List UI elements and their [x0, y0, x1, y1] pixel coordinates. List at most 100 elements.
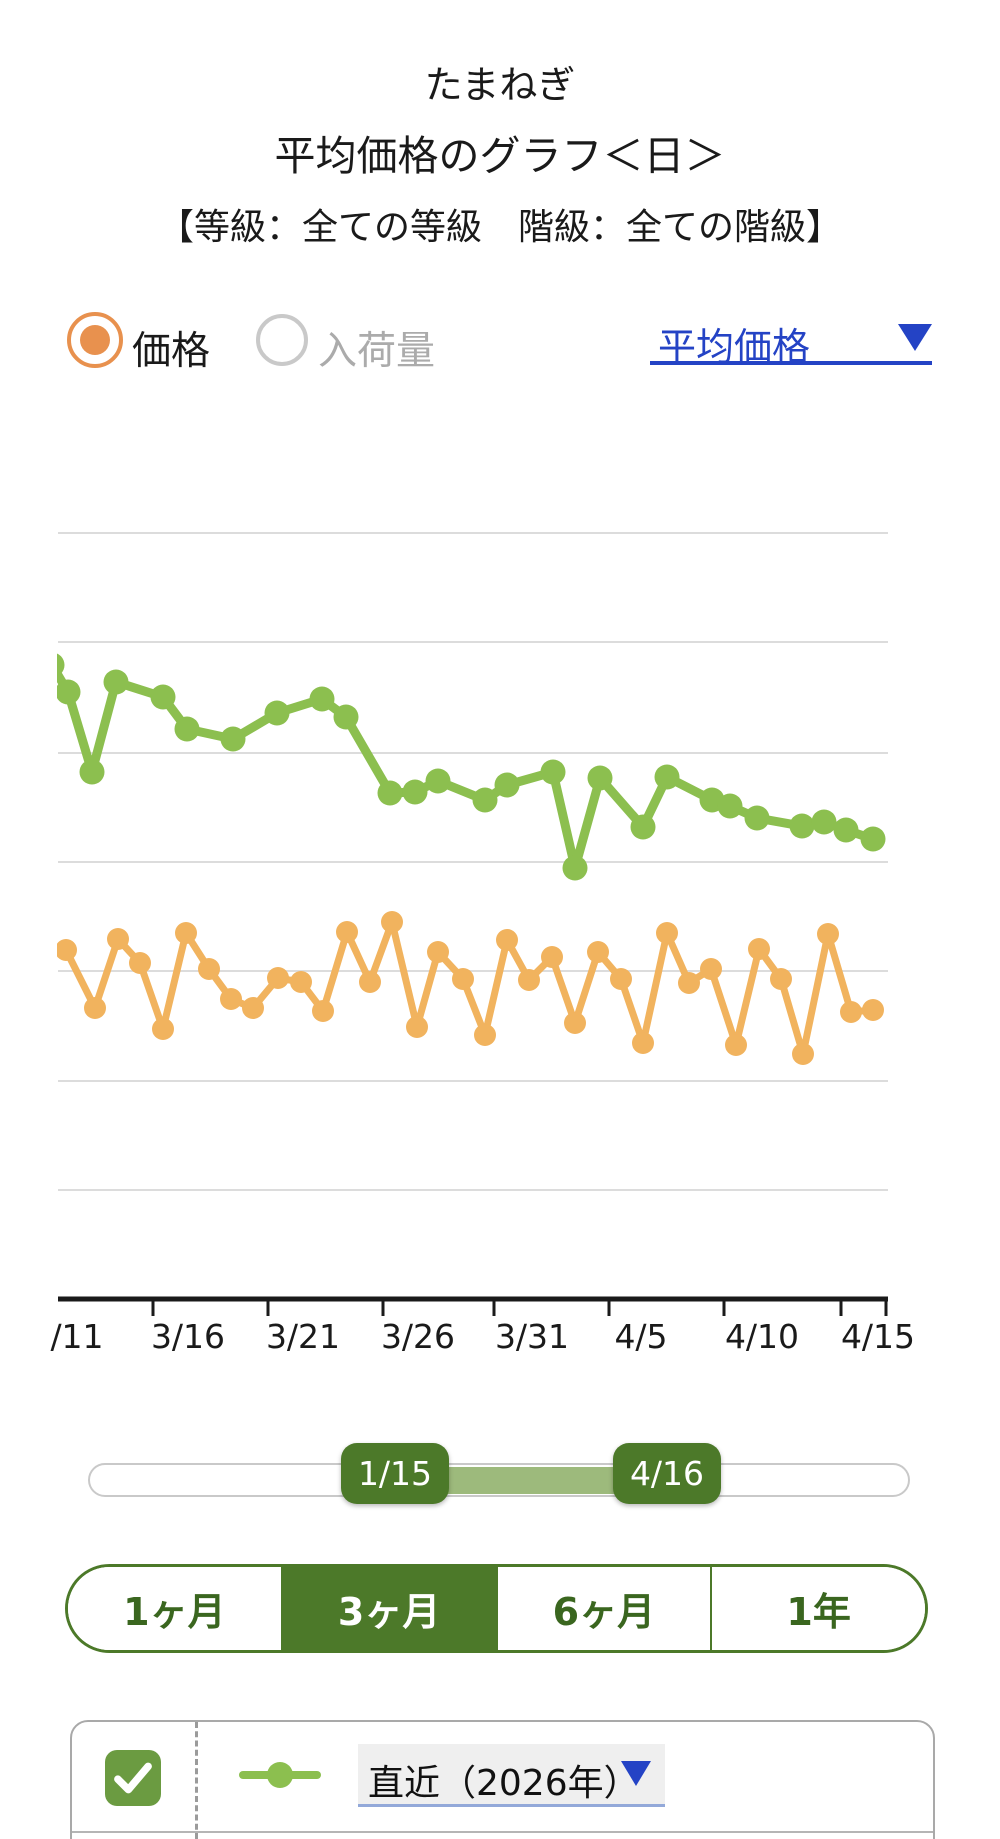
data-point — [496, 929, 518, 951]
x-axis-label: 3/21 — [266, 1317, 340, 1356]
data-point — [309, 686, 335, 712]
data-point — [242, 997, 264, 1019]
data-point — [406, 1016, 428, 1038]
data-point — [290, 971, 312, 993]
data-point — [267, 967, 289, 989]
data-point — [562, 855, 588, 881]
data-point — [494, 772, 520, 798]
data-point — [862, 999, 884, 1021]
data-point — [57, 653, 65, 677]
data-point — [840, 1001, 862, 1023]
price-chart[interactable]: /11 3/16 3/21 3/26 3/31 4/5 4/10 4/15 — [0, 390, 1000, 1370]
data-point — [656, 922, 678, 944]
data-point — [427, 941, 449, 963]
period-button-group: 1ヶ月 3ヶ月 6ヶ月 1年 — [65, 1564, 928, 1653]
volume-radio-label[interactable]: 入荷量 — [318, 329, 436, 374]
data-point — [175, 922, 197, 944]
data-point — [789, 813, 815, 839]
data-point — [678, 972, 700, 994]
data-point — [84, 997, 106, 1019]
data-point — [150, 684, 176, 710]
series-selector-value: 直近（2026年） — [368, 1763, 640, 1804]
legend-row-divider — [72, 1831, 933, 1833]
dropdown-arrow-icon — [621, 1761, 651, 1786]
legend-checkbox[interactable] — [105, 1750, 161, 1806]
period-button-1year[interactable]: 1年 — [710, 1567, 925, 1650]
data-point — [587, 765, 613, 791]
data-point — [472, 787, 498, 813]
data-point — [79, 759, 105, 785]
data-point — [359, 971, 381, 993]
x-axis-label: 4/10 — [725, 1317, 799, 1356]
data-point — [220, 988, 242, 1010]
data-point — [518, 969, 540, 991]
data-point — [717, 793, 743, 819]
series-green-line — [57, 653, 886, 881]
data-point — [129, 952, 151, 974]
data-point — [792, 1043, 814, 1065]
data-point — [541, 946, 563, 968]
period-button-1month[interactable]: 1ヶ月 — [68, 1567, 281, 1650]
page-title: 平均価格のグラフ＜日＞ — [274, 132, 726, 180]
data-point — [220, 726, 246, 752]
data-point — [152, 1018, 174, 1040]
data-point — [377, 780, 403, 806]
price-radio-button[interactable] — [67, 312, 123, 368]
data-point — [540, 759, 566, 785]
data-point — [833, 817, 859, 843]
price-radio-dot-icon — [80, 325, 110, 355]
data-point — [107, 928, 129, 950]
series-orange-line — [57, 911, 884, 1065]
data-point — [610, 968, 632, 990]
x-axis-label: 4/15 — [841, 1317, 915, 1356]
x-axis-label: /11 — [50, 1317, 103, 1356]
data-point — [744, 805, 770, 831]
data-point — [402, 779, 428, 805]
data-point — [103, 669, 129, 695]
page-title-product: たまねぎ — [424, 63, 576, 107]
period-button-3month[interactable]: 3ヶ月 — [280, 1567, 496, 1650]
price-radio-label[interactable]: 価格 — [132, 329, 211, 374]
page-subtitle: 【等級：全ての等級 階級：全ての階級】 — [157, 207, 842, 248]
data-point — [333, 704, 359, 730]
series-marker-icon — [238, 1753, 322, 1801]
x-axis-label: 3/31 — [495, 1317, 569, 1356]
data-point — [700, 958, 722, 980]
data-point — [587, 941, 609, 963]
volume-radio-button[interactable] — [256, 314, 308, 366]
data-point — [654, 764, 680, 790]
data-point — [264, 700, 290, 726]
data-point — [817, 923, 839, 945]
data-point — [632, 1032, 654, 1054]
series-selector-dropdown[interactable]: 直近（2026年） — [358, 1744, 665, 1807]
data-point — [381, 911, 403, 933]
data-point — [770, 968, 792, 990]
data-point — [425, 768, 451, 794]
data-point — [811, 809, 837, 835]
period-button-6month[interactable]: 6ヶ月 — [495, 1567, 711, 1650]
metric-dropdown[interactable]: 平均価格 — [650, 316, 932, 369]
data-point — [57, 939, 77, 961]
data-point — [630, 814, 656, 840]
x-axis-label: 3/16 — [151, 1317, 225, 1356]
slider-handle-start[interactable]: 1/15 — [341, 1443, 449, 1504]
data-point — [336, 921, 358, 943]
dropdown-arrow-icon — [898, 324, 932, 351]
slider-handle-end[interactable]: 4/16 — [613, 1443, 721, 1504]
data-point — [564, 1012, 586, 1034]
data-point — [725, 1034, 747, 1056]
data-point — [860, 826, 886, 852]
legend-divider — [195, 1722, 198, 1839]
data-point — [198, 958, 220, 980]
x-axis-label: 4/5 — [614, 1317, 667, 1356]
metric-dropdown-value: 平均価格 — [658, 325, 811, 369]
data-point — [452, 968, 474, 990]
data-point — [748, 938, 770, 960]
data-point — [312, 1000, 334, 1022]
check-icon — [114, 1762, 152, 1794]
x-axis-label: 3/26 — [381, 1317, 455, 1356]
data-point — [474, 1024, 496, 1046]
data-point — [174, 716, 200, 742]
data-point — [57, 679, 81, 705]
